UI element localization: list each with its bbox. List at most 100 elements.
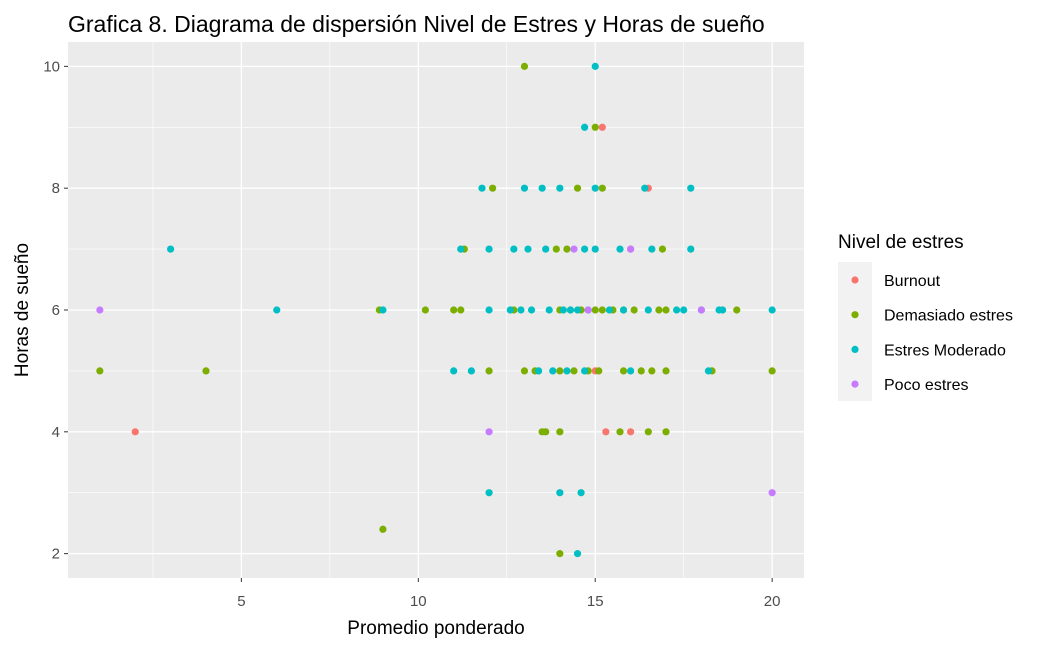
point-estres-moderado	[619, 306, 628, 314]
point-demasiado-estres	[598, 184, 606, 192]
legend-key-estres-moderado	[851, 345, 859, 353]
point-demasiado-estres	[202, 367, 210, 375]
point-demasiado-estres	[616, 428, 624, 436]
chart-title: Grafica 8. Diagrama de dispersión Nivel …	[68, 11, 765, 37]
point-estres-moderado	[648, 245, 656, 253]
point-demasiado-estres	[619, 367, 628, 375]
legend-key-poco-estres	[851, 380, 859, 388]
point-estres-moderado	[167, 245, 175, 253]
point-demasiado-estres	[457, 306, 465, 314]
data-points	[96, 62, 776, 558]
y-axis-ticks: 2 4 6 8 10	[43, 58, 68, 563]
legend-title: Nivel de estres	[838, 232, 964, 253]
point-poco-estres	[584, 306, 592, 314]
point-estres-moderado	[450, 367, 458, 375]
point-estres-moderado	[457, 245, 465, 253]
point-estres-moderado	[573, 550, 582, 558]
point-estres-moderado	[556, 184, 564, 192]
point-demasiado-estres	[96, 367, 104, 375]
point-demasiado-estres	[552, 245, 560, 253]
legend-label: Poco estres	[884, 377, 968, 394]
point-burnout	[131, 428, 139, 436]
point-estres-moderado	[627, 367, 635, 375]
point-estres-moderado	[680, 306, 688, 314]
point-demasiado-estres	[637, 367, 645, 375]
point-demasiado-estres	[591, 123, 599, 131]
x-tick-label: 5	[237, 593, 245, 610]
point-estres-moderado	[545, 306, 553, 314]
legend-label: Burnout	[884, 273, 941, 290]
point-estres-moderado	[517, 306, 525, 314]
point-demasiado-estres	[520, 62, 529, 70]
legend-label: Demasiado estres	[884, 308, 1013, 325]
point-estres-moderado	[559, 306, 567, 314]
point-demasiado-estres	[421, 306, 429, 314]
point-poco-estres	[697, 306, 705, 314]
point-demasiado-estres	[658, 245, 667, 253]
y-axis-title: Horas de sueño	[12, 243, 33, 377]
point-estres-moderado	[467, 367, 475, 375]
point-estres-moderado	[535, 367, 543, 375]
point-estres-moderado	[641, 184, 649, 192]
x-tick-label: 15	[587, 593, 604, 610]
point-estres-moderado	[566, 306, 575, 314]
point-estres-moderado	[556, 489, 564, 497]
point-demasiado-estres	[598, 306, 606, 314]
point-demasiado-estres	[591, 306, 599, 314]
point-estres-moderado	[542, 245, 550, 253]
point-estres-moderado	[485, 489, 493, 497]
legend-key-background	[838, 262, 872, 401]
point-poco-estres	[96, 306, 104, 314]
point-estres-moderado	[616, 245, 624, 253]
point-estres-moderado	[591, 245, 599, 253]
y-tick-label: 10	[43, 58, 60, 75]
point-estres-moderado	[549, 367, 557, 375]
point-estres-moderado	[563, 367, 571, 375]
point-demasiado-estres	[655, 306, 663, 314]
point-poco-estres	[627, 245, 635, 253]
point-estres-moderado	[591, 184, 599, 192]
point-estres-moderado	[704, 367, 713, 375]
y-tick-label: 2	[52, 546, 60, 563]
point-demasiado-estres	[662, 428, 670, 436]
point-demasiado-estres	[450, 306, 458, 314]
x-axis-ticks: 5 10 15 20	[237, 578, 780, 610]
point-burnout	[602, 428, 610, 436]
legend-key-demasiado-estres	[851, 311, 859, 319]
point-demasiado-estres	[595, 367, 603, 375]
point-demasiado-estres	[648, 367, 656, 375]
point-estres-moderado	[478, 184, 486, 192]
legend: Nivel de estres Burnout Demasiado estres E…	[838, 232, 1013, 401]
point-estres-moderado	[719, 306, 727, 314]
point-estres-moderado	[577, 489, 585, 497]
point-demasiado-estres	[570, 367, 578, 375]
point-demasiado-estres	[485, 367, 493, 375]
point-demasiado-estres	[630, 306, 638, 314]
x-tick-label: 20	[764, 593, 781, 610]
point-demasiado-estres	[662, 306, 670, 314]
point-poco-estres	[768, 489, 776, 497]
point-estres-moderado	[524, 245, 532, 253]
point-estres-moderado	[673, 306, 681, 314]
point-estres-moderado	[379, 306, 387, 314]
point-demasiado-estres	[556, 428, 564, 436]
legend-label: Estres Moderado	[884, 342, 1006, 359]
point-estres-moderado	[687, 184, 695, 192]
point-estres-moderado	[591, 62, 599, 70]
point-burnout	[627, 428, 635, 436]
point-estres-moderado	[581, 123, 589, 131]
point-demasiado-estres	[733, 306, 741, 314]
x-axis-title: Promedio ponderado	[347, 618, 524, 639]
point-demasiado-estres	[520, 367, 529, 375]
point-estres-moderado	[510, 245, 518, 253]
point-estres-moderado	[573, 306, 582, 314]
point-burnout	[598, 123, 606, 131]
point-estres-moderado	[520, 184, 529, 192]
y-tick-label: 8	[52, 180, 60, 197]
point-estres-moderado	[581, 245, 589, 253]
point-estres-moderado	[605, 306, 613, 314]
x-tick-label: 10	[410, 593, 427, 610]
point-estres-moderado	[581, 367, 589, 375]
legend-key-burnout	[851, 276, 859, 284]
